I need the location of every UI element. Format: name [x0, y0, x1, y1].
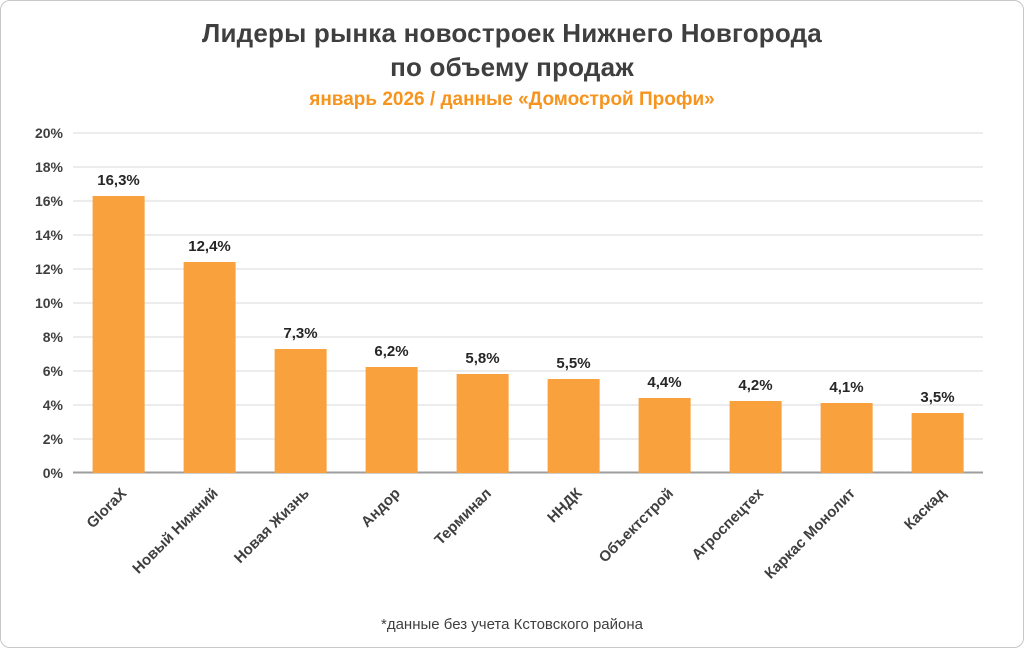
y-axis-label: 2% — [42, 430, 63, 447]
y-axis-label: 0% — [42, 464, 63, 481]
y-axis-label: 16% — [34, 192, 63, 209]
chart-title-line-1: Лидеры рынка новостроек Нижнего Новгород… — [202, 18, 822, 48]
y-axis-label: 8% — [42, 328, 63, 345]
x-axis-label: Агроспецтех — [689, 484, 768, 564]
x-axis-label: GloraX — [83, 484, 131, 532]
bar — [183, 261, 236, 473]
bar-column: 16,3% — [73, 133, 164, 473]
gridline — [73, 268, 983, 270]
bar — [820, 402, 873, 473]
bar-column: 4,1% — [801, 133, 892, 473]
x-axis-label: Терминал — [430, 484, 495, 549]
bar-value-label: 6,2% — [374, 343, 409, 361]
x-axis-label: Новая Жизнь — [230, 484, 313, 567]
bar-column: 7,3% — [255, 133, 346, 473]
plot-area: 0% 2% 4% 6% 8% 10% 12% 14% 16% 18% 20% 16,3% 12,4% 7,… — [35, 125, 983, 481]
bar-value-label: 7,3% — [283, 324, 318, 342]
bar — [911, 413, 964, 473]
bar-column: 12,4% — [164, 133, 255, 473]
bar — [92, 195, 145, 473]
bar — [456, 374, 509, 473]
bar-value-label: 16,3% — [97, 171, 140, 189]
y-axis-label: 12% — [34, 260, 63, 277]
y-axis-label: 4% — [42, 396, 63, 413]
bar — [638, 397, 691, 473]
bar-value-label: 3,5% — [920, 389, 955, 407]
bar-column: 4,4% — [619, 133, 710, 473]
gridline — [73, 234, 983, 236]
bar — [547, 379, 600, 473]
gridline — [73, 370, 983, 372]
chart-subtitle: январь 2026 / данные «Домострой Профи» — [309, 88, 715, 110]
bar-columns: 16,3% 12,4% 7,3% 6,2% 5,8% 5,5% 4,4% 4,2% 4,1% 3,… — [73, 133, 983, 473]
x-axis-label: Новый Нижний — [129, 484, 222, 577]
bar-column: 4,2% — [710, 133, 801, 473]
y-axis-label: 18% — [34, 158, 63, 175]
x-axis-label: Объектстрой — [595, 484, 677, 566]
gridline — [73, 404, 983, 406]
x-axis-labels: GloraX Новый Нижний Новая Жизнь Андор Термин… — [73, 473, 983, 611]
bar-value-label: 4,4% — [647, 373, 682, 391]
bar-column: 6,2% — [346, 133, 437, 473]
bar-column: 5,8% — [437, 133, 528, 473]
y-axis-label: 10% — [34, 294, 63, 311]
bar-column: 3,5% — [892, 133, 983, 473]
gridline — [73, 471, 983, 474]
bar-value-label: 4,2% — [738, 377, 773, 395]
bar-value-label: 4,1% — [829, 378, 864, 396]
bar — [365, 367, 418, 473]
gridline — [73, 166, 983, 168]
x-axis-label: ННДК — [544, 484, 586, 526]
y-axis-label: 14% — [34, 226, 63, 243]
y-axis-label: 20% — [34, 124, 63, 141]
x-axis-label: Каскад — [901, 484, 950, 533]
footnote: *данные без учета Кстовского района — [381, 616, 643, 633]
x-axis-label: Каркас Монолит — [761, 484, 859, 583]
gridline — [73, 302, 983, 304]
bar-value-label: 5,5% — [556, 355, 591, 373]
bar-value-label: 12,4% — [188, 237, 231, 255]
chart-title-line-2: по объему продаж — [390, 51, 634, 82]
gridline — [73, 438, 983, 440]
bar-value-label: 5,8% — [465, 350, 500, 367]
bar — [274, 348, 327, 473]
x-axis-label: Андор — [357, 484, 404, 531]
bar-chart: 0% 2% 4% 6% 8% 10% 12% 14% 16% 18% 20% 16,3% 12,4% 7,… — [35, 125, 983, 611]
gridline — [73, 200, 983, 202]
gridline — [73, 132, 983, 134]
bar-column: 5,5% — [528, 133, 619, 473]
y-axis-label: 6% — [42, 362, 63, 379]
bar — [729, 401, 782, 473]
gridline — [73, 336, 983, 338]
